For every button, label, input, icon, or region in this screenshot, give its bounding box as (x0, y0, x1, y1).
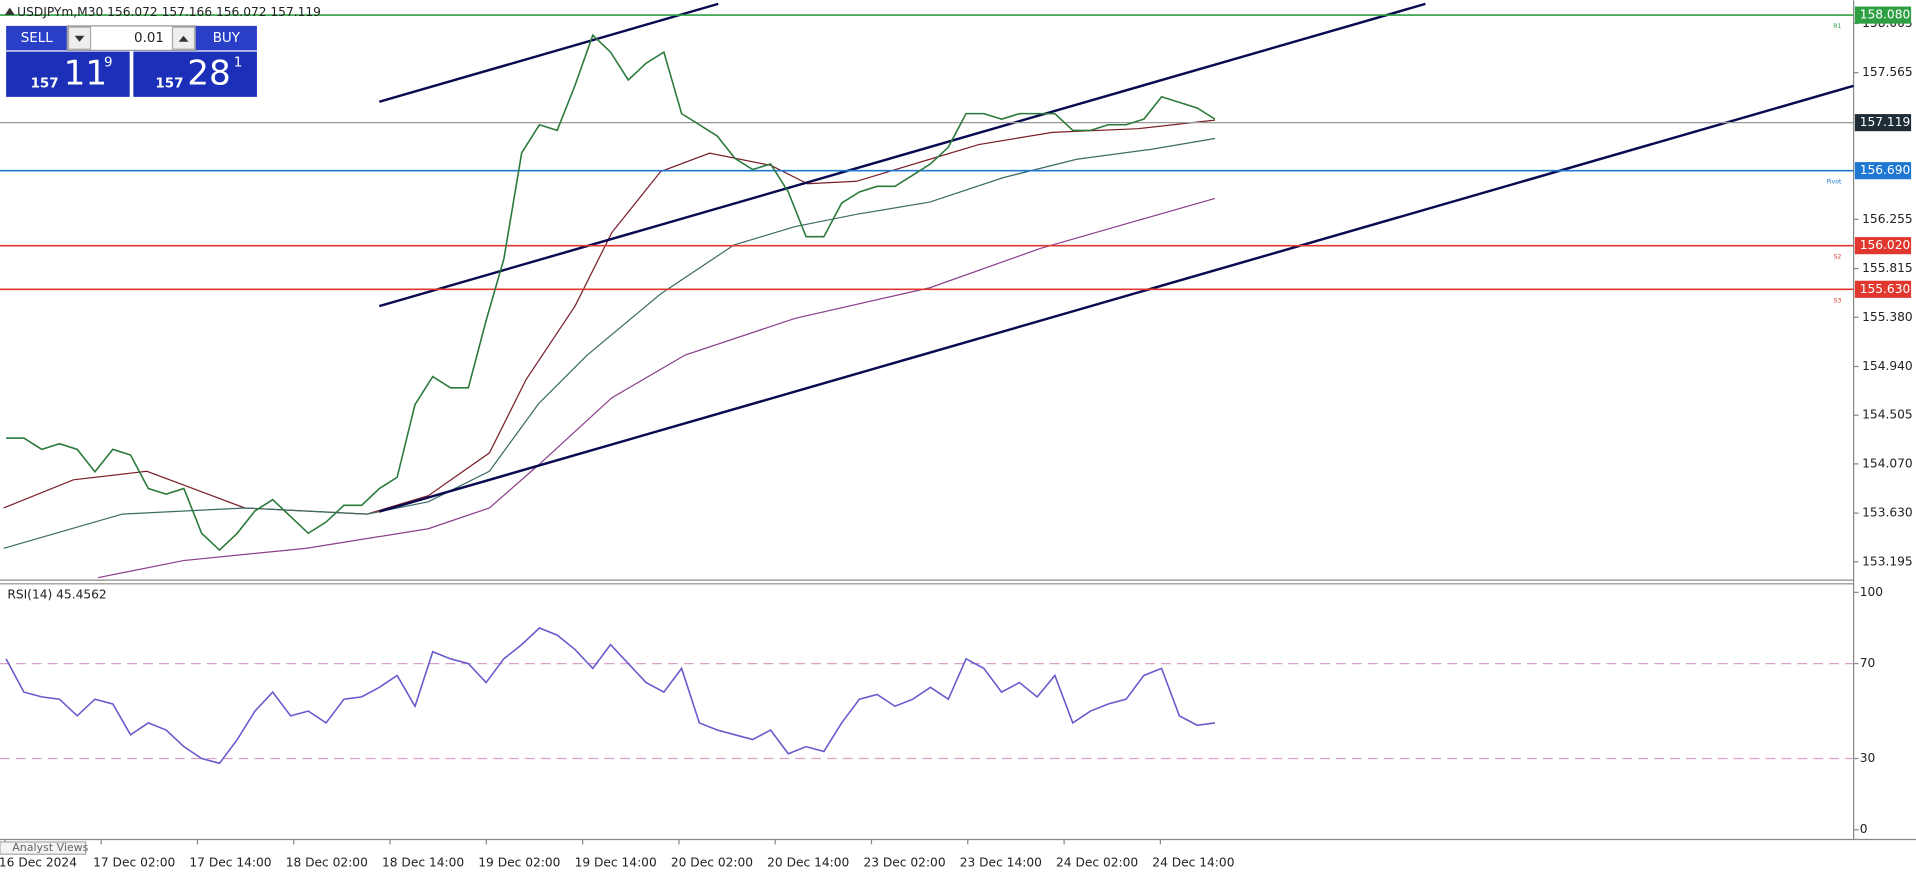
sell-label: SELL (21, 31, 54, 46)
level-label: 158.080 (1860, 8, 1911, 22)
rsi-line (5, 627, 1216, 765)
level-label-box (1854, 6, 1912, 24)
x-tick-label: 23 Dec 14:00 (960, 855, 1042, 869)
y-tick-label: 30 (1860, 751, 1876, 765)
level-label-box (1854, 162, 1912, 180)
level-name: S2 (1834, 254, 1842, 261)
analyst-tab-label: Analyst Views (12, 841, 88, 854)
sell-button[interactable] (6, 25, 68, 51)
bid-box[interactable] (6, 51, 130, 97)
y-tick-label: 0 (1860, 822, 1868, 836)
ask-box[interactable] (133, 51, 257, 97)
x-tick-label: 19 Dec 14:00 (575, 855, 657, 869)
trendline (378, 84, 1854, 513)
level-label: 156.690 (1860, 163, 1911, 177)
ask-big: 157 (155, 76, 183, 91)
dynamic-layer: 158.005157.565156.255155.815155.380154.9… (0, 6, 1913, 869)
level-label: 155.630 (1860, 282, 1911, 296)
collapse-icon (4, 7, 15, 15)
x-tick-label: 20 Dec 14:00 (767, 855, 849, 869)
y-tick-label: 154.070 (1862, 456, 1913, 470)
moving-average-fast (3, 119, 1216, 515)
x-tick-label: 24 Dec 02:00 (1056, 855, 1138, 869)
x-tick-label: 19 Dec 02:00 (478, 855, 560, 869)
level-name: Pivot (1826, 179, 1842, 186)
x-tick-label: 20 Dec 02:00 (671, 855, 753, 869)
buy-label: BUY (213, 31, 241, 46)
level-label-box (1854, 280, 1912, 298)
lot-value: 0.01 (134, 31, 164, 46)
trendline (378, 2, 719, 103)
level-name: S3 (1834, 297, 1842, 304)
x-tick-label: 18 Dec 14:00 (382, 855, 464, 869)
y-tick-label: 154.940 (1862, 359, 1913, 373)
current-price-label: 157.119 (1860, 115, 1911, 129)
level-label-box (1854, 237, 1912, 255)
rsi-title: RSI(14) 45.4562 (7, 587, 106, 601)
x-tick-label: 18 Dec 02:00 (286, 855, 368, 869)
trendline (378, 2, 1426, 308)
y-tick-label: 70 (1860, 656, 1876, 670)
ask-pips: 28 (187, 53, 231, 93)
price-line (6, 33, 1216, 552)
panel-frames (0, 0, 1916, 841)
level-label: 156.020 (1860, 238, 1911, 252)
level-name: R1 (1833, 23, 1841, 30)
y-tick-label: 100 (1860, 585, 1883, 599)
x-tick-label: 17 Dec 14:00 (189, 855, 271, 869)
y-tick-label: 157.565 (1862, 65, 1913, 79)
x-tick-label: 16 Dec 2024 (0, 855, 77, 869)
symbol-info: USDJPYm,M30 156.072 157.166 156.072 157.… (17, 5, 321, 19)
y-tick-label: 156.255 (1862, 212, 1913, 226)
x-tick-label: 23 Dec 02:00 (863, 855, 945, 869)
bid-big: 157 (31, 76, 59, 91)
x-tick-label: 24 Dec 14:00 (1152, 855, 1234, 869)
current-price-box (1854, 114, 1912, 132)
moving-average-slow (97, 197, 1216, 579)
buy-button[interactable] (195, 25, 257, 51)
y-tick-label: 153.630 (1862, 506, 1913, 520)
moving-average-mid (3, 137, 1216, 549)
y-tick-label: 154.505 (1862, 408, 1913, 422)
ask-fraction: 1 (234, 56, 243, 71)
bid-pips: 11 (64, 53, 108, 93)
arrow-up (178, 35, 189, 42)
arrow-down (74, 35, 85, 42)
y-tick-label: 153.195 (1862, 554, 1913, 568)
analyst-tab[interactable] (0, 841, 87, 855)
one-click-trading: SELL 0.01 BUY 157 11 9 157 28 1 (6, 25, 257, 97)
bid-fraction: 9 (104, 56, 113, 71)
y-tick-label: 155.380 (1862, 310, 1913, 324)
y-tick-label: 155.815 (1862, 261, 1913, 275)
x-tick-label: 17 Dec 02:00 (93, 855, 175, 869)
